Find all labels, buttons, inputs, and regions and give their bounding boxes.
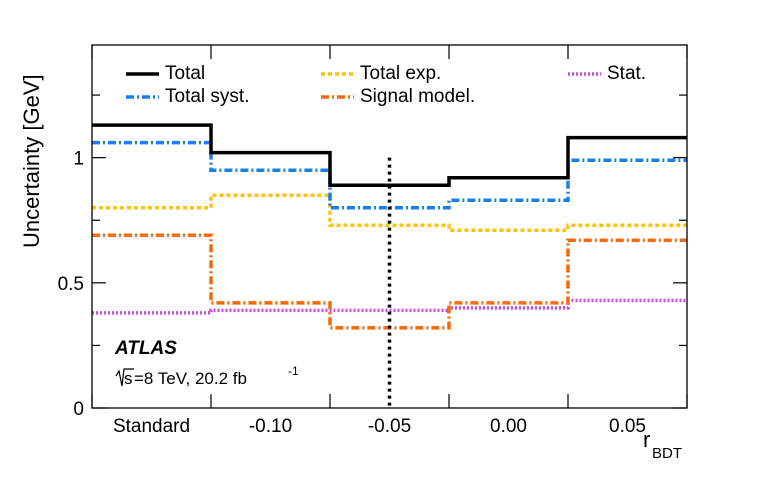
x-tick-label: Standard bbox=[113, 416, 190, 437]
x-tick-label: -0.10 bbox=[249, 416, 292, 437]
sqrt-symbol bbox=[115, 368, 134, 387]
series-line-total-syst bbox=[92, 140, 687, 210]
legend-label-stat: Stat. bbox=[607, 63, 646, 84]
legend-label-total-syst: Total syst. bbox=[165, 86, 249, 107]
series-layer bbox=[92, 123, 687, 330]
energy-label: s =8 TeV, 20.2 fb -1 bbox=[115, 364, 299, 388]
y-tick-label: 0.5 bbox=[58, 274, 84, 295]
legend-label-signal-model: Signal model. bbox=[360, 86, 475, 107]
experiment-label: ATLAS bbox=[114, 338, 177, 359]
legend-label-total: Total bbox=[165, 63, 205, 84]
legend-label-total-exp: Total exp. bbox=[360, 63, 441, 84]
plot-frame bbox=[91, 44, 688, 409]
x-tick-label: 0.05 bbox=[609, 416, 646, 437]
x-axis-title-subscript: BDT bbox=[652, 445, 682, 462]
y-tick-label: 0 bbox=[73, 399, 84, 420]
x-tick-label: 0.00 bbox=[490, 416, 527, 437]
tick-layer: 0 0.5 1 Standard -0.10 -0.05 0.00 0.05 bbox=[58, 45, 688, 437]
y-tick-label: 1 bbox=[73, 149, 84, 170]
series-line-total-exp bbox=[92, 193, 687, 233]
series-line-total bbox=[92, 123, 687, 187]
x-axis-title: r bbox=[643, 427, 650, 452]
energy-label-text: =8 TeV, 20.2 fb bbox=[134, 369, 247, 388]
energy-label-superscript: -1 bbox=[288, 364, 299, 378]
y-axis-title: Uncertainty [GeV] bbox=[19, 74, 44, 248]
energy-label-sqrt-arg: s bbox=[124, 369, 133, 388]
legend: Total Total syst. Total exp. Signal mode… bbox=[126, 63, 646, 107]
x-tick-label: -0.05 bbox=[368, 416, 411, 437]
